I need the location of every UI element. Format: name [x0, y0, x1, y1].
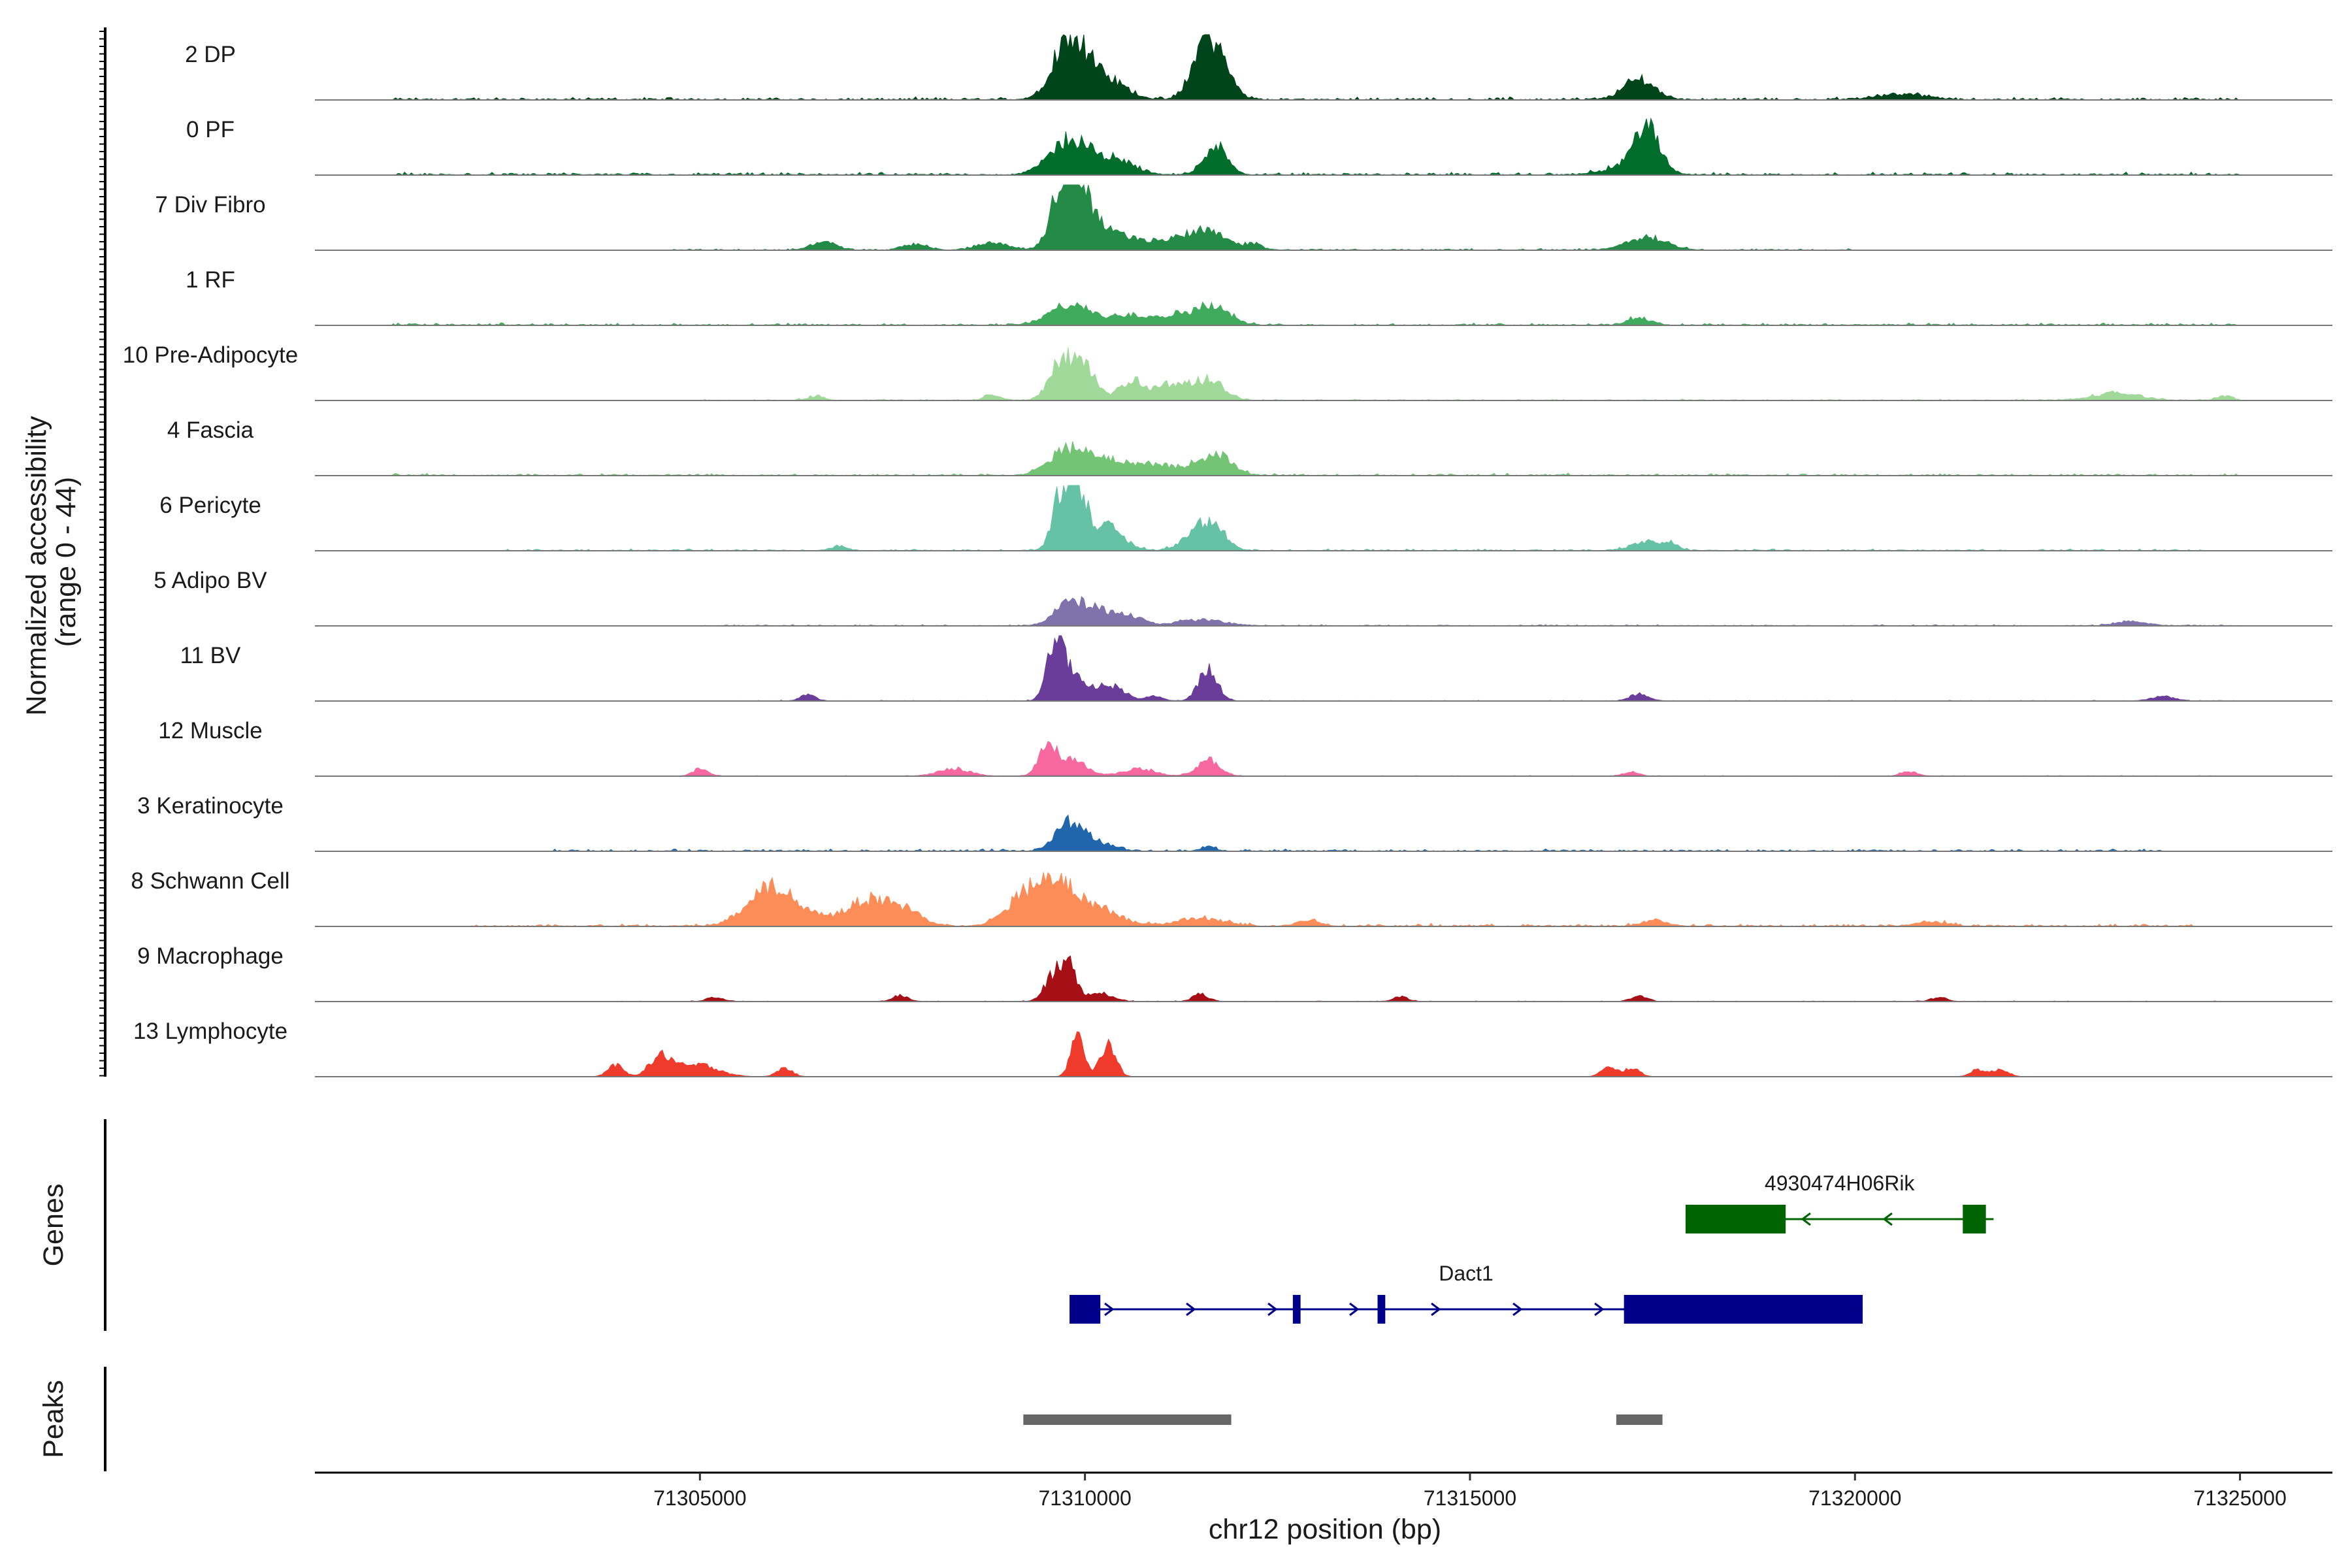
- gene-exon: [1685, 1205, 1786, 1233]
- track-label: 6 Pericyte: [159, 493, 261, 518]
- gene-exon: [1624, 1295, 1863, 1324]
- gene-label: 4930474H06Rik: [1765, 1171, 1916, 1195]
- track-signal: [315, 117, 2332, 176]
- gene-strand-chevron: [1882, 1212, 1893, 1226]
- coverage-tracks: 2 DP 0 PF 7 Div Fibro 1 RF 10 Pre-Adipocyte 4…: [123, 34, 2332, 1077]
- track-signal: [315, 184, 2332, 251]
- peak-regions: [1023, 1414, 1663, 1425]
- track-12-muscle: 12 Muscle: [158, 718, 2332, 777]
- y-axis-title: Normalized accessibility (range 0 - 44): [21, 408, 82, 716]
- gene-strand-chevron: [1512, 1302, 1523, 1316]
- track-label: 1 RF: [186, 267, 235, 293]
- track-signal: [315, 872, 2332, 927]
- track-signal: [315, 814, 2332, 852]
- x-tick-label: 71310000: [1038, 1486, 1131, 1510]
- track-label: 7 Div Fibro: [155, 192, 265, 218]
- track-signal: [315, 301, 2332, 326]
- x-axis-ticks: 71305000 71310000 71315000 71320000 71325000: [653, 1473, 2287, 1510]
- x-tick-label: 71315000: [1424, 1486, 1516, 1510]
- track-signal: [315, 347, 2332, 401]
- track-label: 4 Fascia: [167, 417, 254, 443]
- peak-region-bar: [1616, 1414, 1663, 1425]
- track-label: 10 Pre-Adipocyte: [123, 342, 298, 368]
- track-label: 13 Lymphocyte: [133, 1019, 287, 1044]
- track-6-pericyte: 6 Pericyte: [159, 485, 2332, 551]
- track-signal: [315, 635, 2332, 702]
- track-label: 12 Muscle: [158, 718, 263, 743]
- gene-exon: [1963, 1205, 1986, 1233]
- track-label: 11 BV: [180, 643, 241, 668]
- track-signal: [315, 34, 2332, 101]
- gene-models: 4930474H06Rik Dact1: [1070, 1171, 1994, 1324]
- track-5-adipo-bv: 5 Adipo BV: [154, 568, 2332, 627]
- track-4-fascia: 4 Fascia: [167, 417, 2332, 476]
- track-label: 2 DP: [185, 42, 236, 67]
- track-signal: [315, 485, 2332, 551]
- gene-exon: [1377, 1295, 1386, 1324]
- x-tick-label: 71320000: [1808, 1486, 1901, 1510]
- gene-strand-chevron: [1186, 1302, 1196, 1316]
- gene-strand-chevron: [1431, 1302, 1441, 1316]
- track-signal: [315, 441, 2332, 476]
- gene-strand-chevron: [1349, 1302, 1360, 1316]
- track-8-schwann-cell: 8 Schwann Cell: [131, 868, 2332, 927]
- track-11-bv: 11 BV: [180, 635, 2332, 702]
- track-label: 5 Adipo BV: [154, 568, 267, 593]
- gene-exon: [1070, 1295, 1101, 1324]
- gene-exon: [1292, 1295, 1301, 1324]
- track-13-lymphocyte: 13 Lymphocyte: [133, 1019, 2332, 1077]
- genes-region-label: Genes: [38, 1184, 69, 1267]
- track-label: 0 PF: [186, 117, 235, 142]
- y-axis-title-line-2: (range 0 - 44): [50, 477, 82, 647]
- track-label: 8 Schwann Cell: [131, 868, 289, 894]
- coverage-y-axis: [99, 27, 106, 1077]
- track-signal: [315, 955, 2332, 1002]
- peaks-region-label: Peaks: [38, 1380, 69, 1458]
- track-9-macrophage: 9 Macrophage: [137, 943, 2332, 1002]
- gene-strand-chevron: [1801, 1212, 1811, 1226]
- track-3-keratinocyte: 3 Keratinocyte: [137, 793, 2332, 852]
- track-2-dp: 2 DP: [185, 34, 2332, 101]
- gene-strand-chevron: [1104, 1302, 1115, 1316]
- x-tick-label: 71325000: [2193, 1486, 2286, 1510]
- track-label: 9 Macrophage: [137, 943, 284, 969]
- track-0-pf: 0 PF: [186, 117, 2332, 176]
- gene-dact1: Dact1: [1070, 1262, 1863, 1324]
- peak-region-bar: [1023, 1414, 1232, 1425]
- gene-strand-chevron: [1267, 1302, 1278, 1316]
- track-10-pre-adipocyte: 10 Pre-Adipocyte: [123, 342, 2332, 401]
- gene-label: Dact1: [1439, 1262, 1494, 1285]
- track-1-rf: 1 RF: [186, 267, 2332, 326]
- y-axis-title-line-1: Normalized accessibility: [21, 416, 52, 715]
- track-signal: [315, 1031, 2332, 1077]
- gene-4930474h06rik: 4930474H06Rik: [1685, 1171, 1994, 1233]
- track-signal: [315, 741, 2332, 777]
- track-7-div-fibro: 7 Div Fibro: [155, 184, 2332, 251]
- track-signal: [315, 596, 2332, 627]
- gene-strand-chevron: [1594, 1302, 1605, 1316]
- x-tick-label: 71305000: [653, 1486, 746, 1510]
- x-axis-title: chr12 position (bp): [1209, 1514, 1441, 1545]
- track-label: 3 Keratinocyte: [137, 793, 284, 819]
